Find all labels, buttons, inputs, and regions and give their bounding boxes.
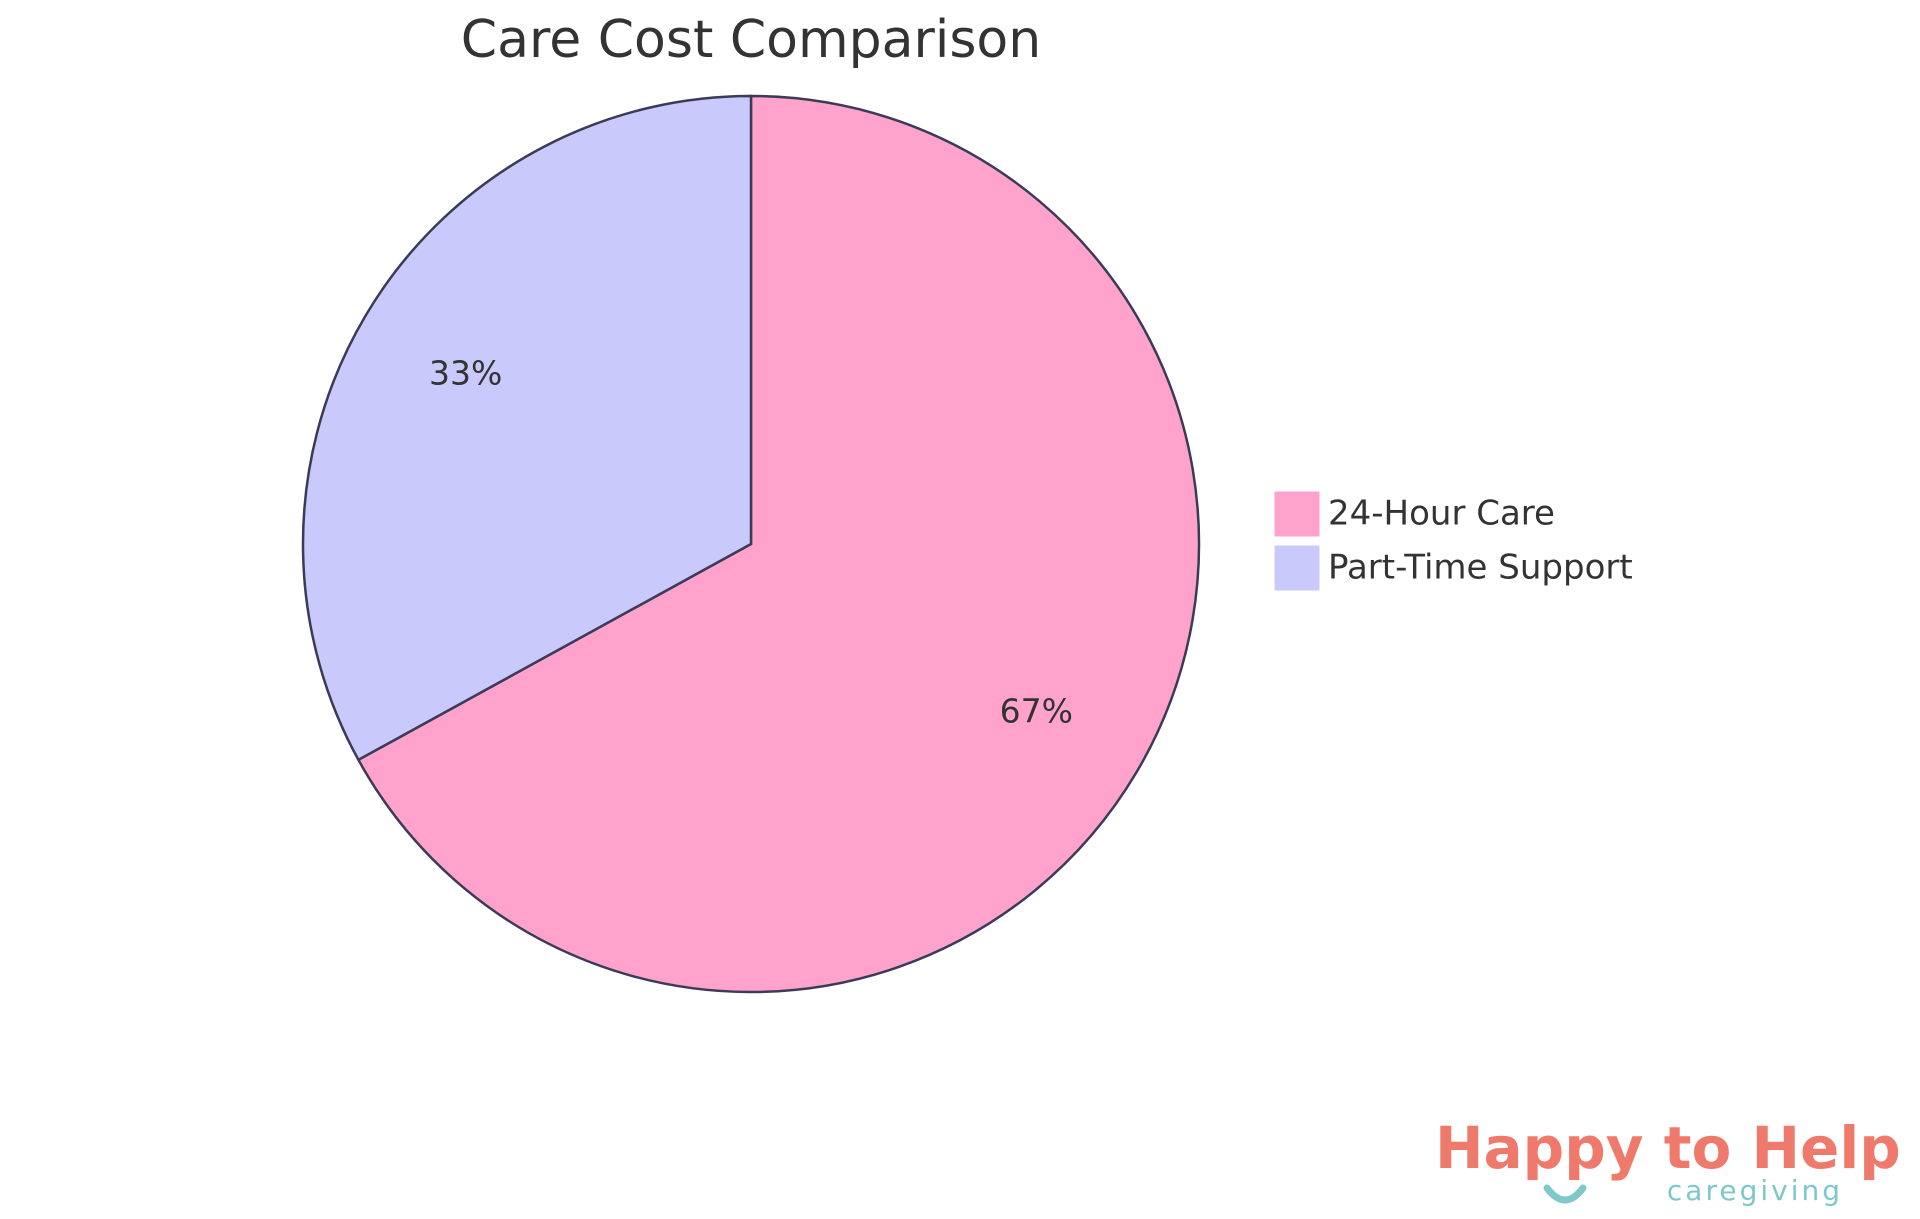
- logo-title: Happy to Help: [1435, 1114, 1901, 1182]
- logo: Happy to Help caregiving: [1435, 1114, 1901, 1207]
- slice-label: 67%: [1000, 691, 1073, 730]
- logo-smile: [1543, 1184, 1587, 1204]
- legend-label: 24-Hour Care: [1328, 494, 1555, 534]
- legend-swatch: [1273, 544, 1321, 592]
- chart-title: Care Cost Comparison: [461, 10, 1041, 70]
- pie-slice: [356, 94, 1201, 994]
- slice-label: 33%: [429, 354, 502, 393]
- legend-label: Part-Time Support: [1328, 548, 1633, 588]
- legend-swatch: [1273, 490, 1321, 538]
- pie-slice: [301, 94, 753, 762]
- logo-subtitle: caregiving: [1667, 1174, 1843, 1207]
